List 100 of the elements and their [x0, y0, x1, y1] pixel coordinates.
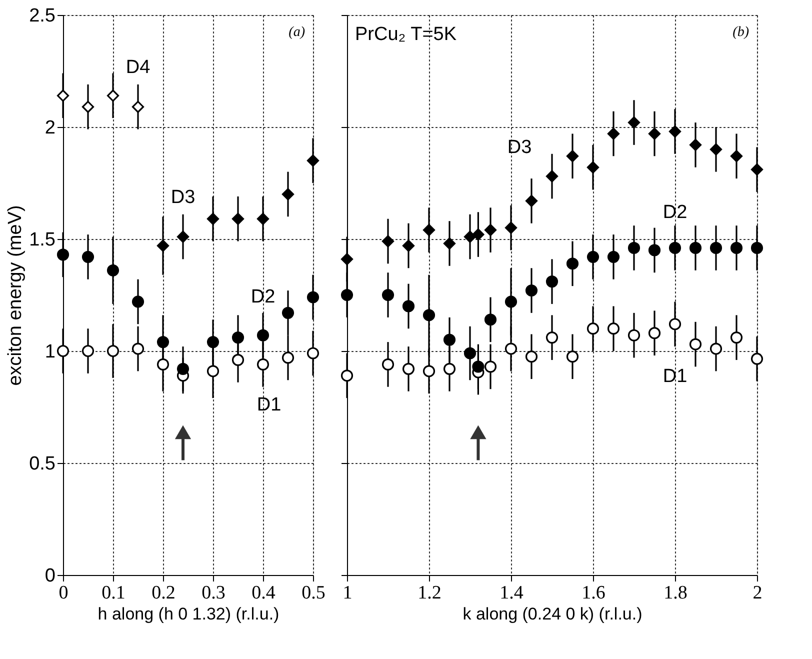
- point: [106, 344, 120, 358]
- point: [464, 230, 476, 243]
- point: [176, 362, 190, 375]
- point: [668, 318, 682, 330]
- y-tick-label: 2: [44, 118, 56, 138]
- point: [282, 352, 294, 364]
- x-tick-label: 1.4: [500, 582, 524, 604]
- point: [566, 150, 579, 162]
- point: [750, 352, 764, 365]
- point: [282, 306, 294, 319]
- point: [730, 242, 743, 254]
- point: [156, 336, 170, 348]
- point: [689, 138, 702, 151]
- point: [156, 358, 170, 370]
- point: [176, 230, 190, 243]
- point: [504, 342, 518, 355]
- series-label: D4: [126, 56, 151, 78]
- point: [382, 288, 394, 302]
- point: [648, 327, 661, 340]
- point: [484, 360, 497, 373]
- x-axis-title: k along (0.24 0 k) (r.l.u.): [462, 604, 642, 624]
- x-tick-label: 2: [752, 582, 762, 604]
- point: [422, 365, 436, 378]
- x-tick-label: 0.1: [102, 582, 126, 604]
- x-axis-title: h along (h 0 1.32) (r.l.u.): [98, 604, 280, 624]
- x-tick-label: 0.5: [302, 582, 326, 604]
- point: [525, 194, 538, 207]
- point: [689, 242, 702, 254]
- series-label: D3: [170, 186, 196, 208]
- x-tick-label: 1.6: [582, 582, 606, 604]
- x-tick-label: 1.8: [664, 582, 688, 604]
- point: [668, 242, 682, 254]
- point: [472, 228, 484, 241]
- point: [566, 258, 579, 270]
- point: [156, 240, 170, 252]
- point: [750, 242, 764, 254]
- x-tick-label: 0.4: [252, 582, 276, 604]
- point: [586, 161, 600, 174]
- point: [82, 250, 94, 263]
- point: [82, 100, 94, 113]
- point: [306, 154, 320, 167]
- point: [443, 362, 456, 375]
- series-label: D3: [507, 136, 532, 158]
- y-tick-label: 1.5: [29, 230, 56, 250]
- point: [256, 212, 270, 225]
- annotation: (a): [288, 25, 306, 40]
- point: [232, 332, 244, 344]
- point: [566, 350, 579, 363]
- series-label: D2: [250, 286, 276, 308]
- point: [132, 296, 144, 308]
- point: [422, 224, 436, 236]
- x-tick-label: 1: [342, 582, 352, 604]
- point: [256, 329, 270, 342]
- point: [628, 242, 640, 254]
- point: [546, 332, 558, 344]
- point: [206, 336, 220, 348]
- point: [282, 188, 294, 200]
- point: [668, 125, 682, 138]
- point: [710, 342, 722, 355]
- y-tick-label: 1: [44, 342, 56, 362]
- x-tick-label: 0.3: [202, 582, 226, 604]
- point: [232, 354, 244, 366]
- annotation: (b): [732, 25, 750, 40]
- point: [106, 264, 120, 276]
- point: [206, 365, 220, 378]
- point: [206, 212, 220, 225]
- point: [106, 90, 120, 102]
- point: [628, 329, 640, 342]
- point: [306, 291, 320, 304]
- point: [443, 237, 456, 250]
- point: [402, 240, 415, 252]
- point: [648, 128, 661, 140]
- point: [232, 212, 244, 225]
- point: [607, 128, 620, 140]
- y-axis-title: exciton energy (meV): [5, 205, 26, 386]
- x-tick-label: 0.2: [152, 582, 176, 604]
- point: [256, 358, 270, 370]
- point: [306, 347, 320, 360]
- point: [607, 322, 620, 335]
- point: [443, 334, 456, 346]
- point: [504, 296, 518, 308]
- point: [132, 342, 144, 355]
- point: [710, 143, 722, 156]
- point: [648, 244, 661, 256]
- series-label: D2: [662, 202, 688, 223]
- x-tick-label: 1.2: [418, 582, 442, 604]
- point: [484, 224, 497, 236]
- point: [730, 332, 743, 344]
- point: [689, 338, 702, 350]
- point: [750, 164, 764, 176]
- point: [402, 300, 415, 312]
- point: [607, 250, 620, 263]
- point: [484, 314, 497, 326]
- point: [340, 370, 354, 382]
- point: [82, 344, 94, 358]
- point: [340, 253, 354, 266]
- point: [56, 90, 70, 102]
- series-label: D1: [662, 366, 688, 388]
- point: [132, 100, 144, 113]
- point: [382, 235, 394, 248]
